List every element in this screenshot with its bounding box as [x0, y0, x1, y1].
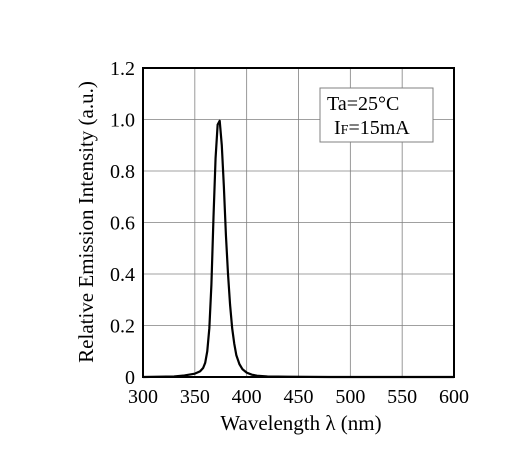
- x-tick-label: 350: [180, 386, 210, 408]
- y-tick-label: 0: [125, 367, 135, 389]
- x-tick-label: 600: [439, 386, 469, 408]
- annotation-temperature: Ta=25°C: [327, 93, 399, 115]
- y-tick-label: 0.2: [110, 316, 135, 338]
- x-tick-labels: 300 350 400 450 500 550 600: [128, 386, 469, 408]
- y-tick-labels: 0 0.2 0.4 0.6 0.8 1.0 1.2: [110, 58, 135, 389]
- annotation-current-symbol: I: [334, 117, 341, 139]
- y-axis-label: Relative Emission Intensity (a.u.): [74, 81, 98, 363]
- x-tick-label: 450: [284, 386, 314, 408]
- annotation-box: [319, 87, 434, 143]
- y-tick-label: 0.6: [110, 213, 135, 235]
- y-tick-label: 0.4: [110, 264, 135, 286]
- annotation-current-subscript: F: [341, 123, 349, 138]
- condition-annotation: Ta=25°C IF=15mA: [319, 87, 434, 143]
- x-tick-label: 400: [232, 386, 262, 408]
- x-axis-label: Wavelength λ (nm): [220, 411, 381, 435]
- x-tick-label: 500: [335, 386, 365, 408]
- y-tick-label: 1.2: [110, 58, 135, 80]
- plot-frame: [142, 67, 455, 378]
- annotation-current: IF=15mA: [334, 117, 410, 139]
- annotation-current-value: =15mA: [348, 117, 410, 139]
- x-tick-label: 300: [128, 386, 158, 408]
- y-tick-label: 0.8: [110, 161, 135, 183]
- x-tick-label: 550: [387, 386, 417, 408]
- y-tick-label: 1.0: [110, 110, 135, 132]
